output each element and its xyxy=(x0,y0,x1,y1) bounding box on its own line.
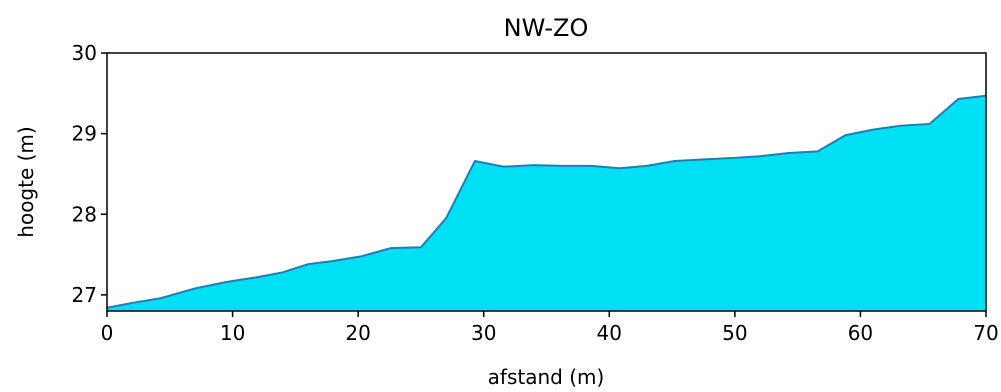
x-tick-label-20: 20 xyxy=(345,321,370,345)
x-tick-label-30: 30 xyxy=(471,321,496,345)
area-line-0 xyxy=(106,94,987,309)
chart-title: NW-ZO xyxy=(504,14,589,42)
plot-frame xyxy=(106,52,987,312)
y-tick-label-27: 27 xyxy=(72,283,97,307)
y-axis-label: hoogte (m) xyxy=(14,126,38,237)
x-axis-label: afstand (m) xyxy=(488,365,605,389)
x-tick-label-40: 40 xyxy=(597,321,622,345)
x-tick-label-0: 0 xyxy=(101,321,114,345)
y-tick-label-30: 30 xyxy=(72,41,97,65)
plot-area: 0 10 20 30 40 50 60 70 27 28 29 30 xyxy=(72,41,999,345)
y-tick-label-28: 28 xyxy=(72,202,97,226)
x-tick-label-70: 70 xyxy=(973,321,998,345)
x-tick-label-50: 50 xyxy=(722,321,747,345)
area-fill-0 xyxy=(107,95,986,311)
x-tick-label-10: 10 xyxy=(220,321,245,345)
x-tick-label-60: 60 xyxy=(848,321,873,345)
y-tick-label-29: 29 xyxy=(72,122,97,146)
